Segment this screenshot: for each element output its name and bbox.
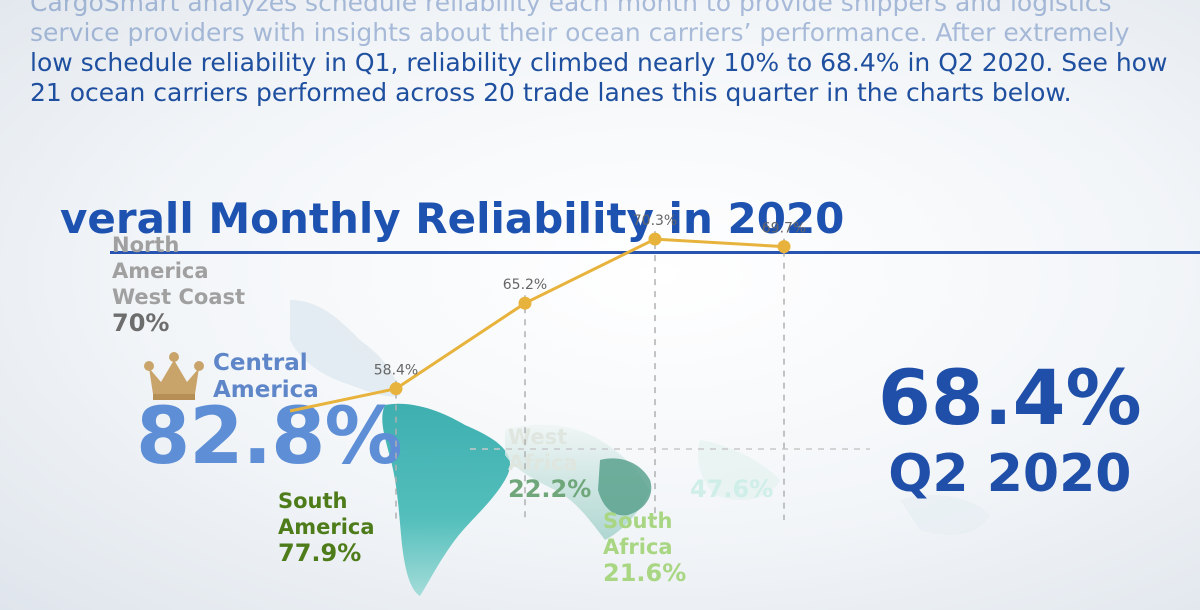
region-north-america-west-coast: North America West Coast 70% <box>112 232 245 336</box>
east-africa-shape <box>698 440 780 500</box>
region-name: America <box>278 515 375 539</box>
data-label: 70.3% <box>633 213 677 229</box>
intro-line: service providers with insights about th… <box>30 18 1130 47</box>
kpi-period: Q2 2020 <box>888 444 1132 504</box>
region-name: South <box>603 509 673 533</box>
southern-africa-shape <box>598 458 652 516</box>
central-america-percentage: 82.8% <box>136 392 403 482</box>
intro-line: 21 ocean carriers performed across 20 tr… <box>30 78 1072 107</box>
region-name: West Coast <box>112 285 246 309</box>
region-south-africa: South Africa 21.6% <box>603 508 686 586</box>
region-name: Africa <box>508 451 578 475</box>
kpi-value: 68.4% <box>878 353 1142 442</box>
data-point <box>777 240 791 254</box>
region-name: America <box>112 259 209 283</box>
north-america-shape <box>290 300 400 397</box>
region-percentage: 22.2% <box>508 475 592 503</box>
region-name: West <box>508 425 568 449</box>
australia-shape <box>900 495 990 535</box>
region-percentage: 77.9% <box>278 539 362 567</box>
intro-line: CargoSmart analyzes schedule reliability… <box>30 0 1112 17</box>
region-name: Central <box>213 350 308 376</box>
kpi-block: 68.4% Q2 2020 <box>878 353 1142 505</box>
region-name: South <box>278 489 348 513</box>
crown-icon <box>144 352 204 400</box>
chart-title: verall Monthly Reliability in 2020 <box>60 194 845 243</box>
region-south-america: South America 77.9% <box>278 488 375 566</box>
data-label: 58.4% <box>374 363 418 379</box>
region-name: North <box>112 233 180 257</box>
title-divider <box>110 251 1200 254</box>
series-line <box>395 237 785 390</box>
region-percentage: 47.6% <box>690 475 774 503</box>
data-label: 69.7% <box>762 221 806 237</box>
region-percentage: 21.6% <box>603 559 687 587</box>
data-point <box>518 296 532 310</box>
region-east-africa: 47.6% <box>690 476 773 502</box>
region-name: America <box>213 377 319 403</box>
region-west-africa: West Africa 22.2% <box>508 424 591 502</box>
data-point <box>648 232 662 246</box>
series-line-lead <box>289 387 397 413</box>
region-percentage: 70% <box>112 309 170 337</box>
region-name: Africa <box>603 535 673 559</box>
intro-line: low schedule reliability in Q1, reliabil… <box>30 48 1168 77</box>
data-label: 65.2% <box>503 277 547 293</box>
data-point <box>389 382 403 396</box>
region-central-america: Central America <box>213 350 319 404</box>
south-america-shape <box>382 403 511 596</box>
intro-text: CargoSmart analyzes schedule reliability… <box>30 0 1190 108</box>
